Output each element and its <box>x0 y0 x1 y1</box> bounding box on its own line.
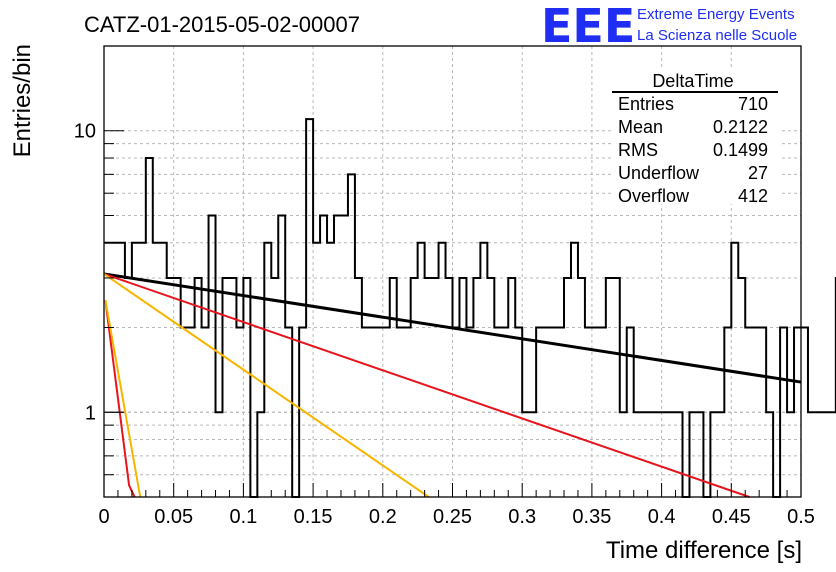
y-axis-title: Entries/bin <box>9 44 36 157</box>
x-tick-label: 0.1 <box>229 506 257 528</box>
grid-lines <box>104 46 801 497</box>
x-tick-label: 0.3 <box>508 506 536 528</box>
stats-entries-label: Entries <box>618 94 674 114</box>
fit-curves <box>103 272 802 498</box>
brand-line-1: Extreme Energy Events <box>637 6 795 23</box>
x-tick-label: 0.2 <box>369 506 397 528</box>
fit-curve <box>104 300 136 498</box>
stats-overflow-value: 412 <box>738 186 768 206</box>
axis-ticks: 0 0.05 0.1 0.15 0.2 0.25 0.3 0.35 0.4 0.45 0.5 1 10 <box>74 121 815 528</box>
x-axis-title: Time difference [s] <box>606 537 802 564</box>
x-tick-label: 0 <box>98 506 109 528</box>
stats-mean-value: 0.2122 <box>713 117 768 137</box>
x-tick-label: 0.05 <box>154 506 193 528</box>
x-tick-label: 0.25 <box>433 506 472 528</box>
x-tick-label: 0.15 <box>294 506 333 528</box>
stats-overflow-label: Overflow <box>618 186 690 206</box>
stats-underflow-value: 27 <box>748 163 768 183</box>
y-tick-label: 10 <box>74 121 96 143</box>
x-tick-label: 0.45 <box>712 506 751 528</box>
fit-curve <box>103 272 802 384</box>
x-tick-label: 0.5 <box>787 506 815 528</box>
stats-rms-label: RMS <box>618 140 658 160</box>
histogram-step <box>104 118 836 498</box>
stats-box: DeltaTime Entries 710 Mean 0.2122 RMS 0.… <box>612 70 780 206</box>
brand-line-2: La Scienza nelle Scuole <box>637 27 797 44</box>
stats-box-title: DeltaTime <box>652 71 733 91</box>
plot-frame <box>103 45 802 498</box>
fit-curve <box>103 273 430 498</box>
stats-underflow-label: Underflow <box>618 163 700 183</box>
x-tick-label: 0.35 <box>572 506 611 528</box>
chart-title: CATZ-01-2015-05-02-00007 <box>84 12 360 37</box>
stats-rms-value: 0.1499 <box>713 140 768 160</box>
brand-logo: EEE <box>541 0 635 53</box>
brand-block: EEE Extreme Energy Events La Scienza nel… <box>541 0 797 53</box>
stats-mean-label: Mean <box>618 117 663 137</box>
x-tick-label: 0.4 <box>648 506 676 528</box>
y-tick-label: 1 <box>85 402 96 424</box>
stats-entries-value: 710 <box>738 94 768 114</box>
fit-curve <box>103 272 750 498</box>
fit-curve <box>104 300 142 498</box>
histogram <box>104 118 836 498</box>
